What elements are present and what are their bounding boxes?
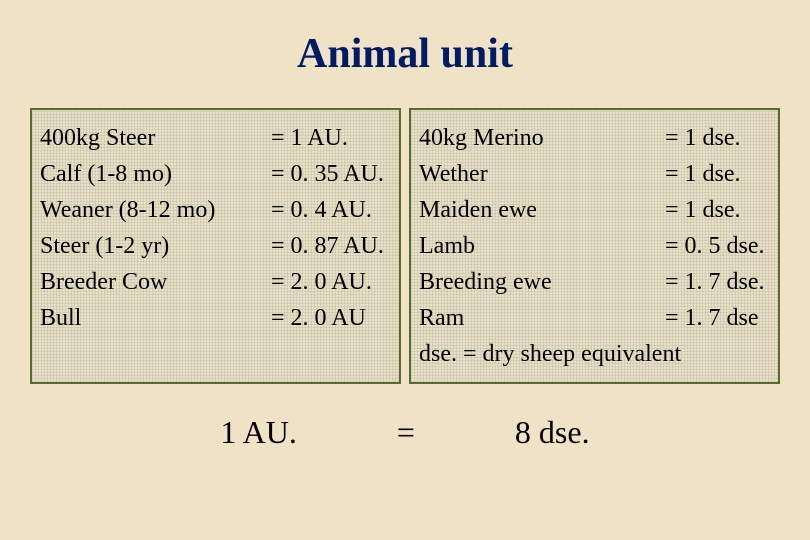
- left-label-1: Calf (1-8 mo): [40, 156, 271, 192]
- right-label-5: Ram: [419, 300, 665, 336]
- left-value-3: = 0. 87 AU.: [271, 228, 391, 264]
- left-value-2: = 0. 4 AU.: [271, 192, 391, 228]
- right-box: 40kg Merino = 1 dse. Wether = 1 dse. Mai…: [409, 108, 780, 384]
- right-label-4: Breeding ewe: [419, 264, 665, 300]
- right-note: dse. = dry sheep equivalent: [419, 336, 770, 372]
- bottom-right: 8 dse.: [515, 414, 590, 451]
- bottom-left: 1 AU.: [220, 414, 296, 451]
- left-label-0: 400kg Steer: [40, 120, 271, 156]
- left-value-1: = 0. 35 AU.: [271, 156, 391, 192]
- left-row-3: Steer (1-2 yr) = 0. 87 AU.: [40, 228, 391, 264]
- left-row-4: Breeder Cow = 2. 0 AU.: [40, 264, 391, 300]
- left-value-0: = 1 AU.: [271, 120, 391, 156]
- right-label-0: 40kg Merino: [419, 120, 665, 156]
- left-value-4: = 2. 0 AU.: [271, 264, 391, 300]
- right-label-1: Wether: [419, 156, 665, 192]
- left-label-4: Breeder Cow: [40, 264, 271, 300]
- left-value-5: = 2. 0 AU: [271, 300, 391, 336]
- right-row-2: Maiden ewe = 1 dse.: [419, 192, 770, 228]
- left-label-3: Steer (1-2 yr): [40, 228, 271, 264]
- left-label-2: Weaner (8-12 mo): [40, 192, 271, 228]
- right-row-4: Breeding ewe = 1. 7 dse.: [419, 264, 770, 300]
- left-row-1: Calf (1-8 mo) = 0. 35 AU.: [40, 156, 391, 192]
- right-value-3: = 0. 5 dse.: [665, 228, 770, 264]
- left-row-5: Bull = 2. 0 AU: [40, 300, 391, 336]
- right-row-3: Lamb = 0. 5 dse.: [419, 228, 770, 264]
- right-row-1: Wether = 1 dse.: [419, 156, 770, 192]
- right-row-0: 40kg Merino = 1 dse.: [419, 120, 770, 156]
- boxes-container: 400kg Steer = 1 AU. Calf (1-8 mo) = 0. 3…: [30, 108, 780, 384]
- page-title: Animal unit: [30, 30, 780, 78]
- right-label-2: Maiden ewe: [419, 192, 665, 228]
- right-row-5: Ram = 1. 7 dse: [419, 300, 770, 336]
- left-row-0: 400kg Steer = 1 AU.: [40, 120, 391, 156]
- left-label-5: Bull: [40, 300, 271, 336]
- left-box: 400kg Steer = 1 AU. Calf (1-8 mo) = 0. 3…: [30, 108, 401, 384]
- right-value-5: = 1. 7 dse: [665, 300, 770, 336]
- right-value-2: = 1 dse.: [665, 192, 770, 228]
- right-value-0: = 1 dse.: [665, 120, 770, 156]
- bottom-equation: 1 AU. = 8 dse.: [30, 414, 780, 451]
- right-value-1: = 1 dse.: [665, 156, 770, 192]
- right-value-4: = 1. 7 dse.: [665, 264, 770, 300]
- right-label-3: Lamb: [419, 228, 665, 264]
- equals-sign: =: [397, 414, 415, 451]
- left-row-2: Weaner (8-12 mo) = 0. 4 AU.: [40, 192, 391, 228]
